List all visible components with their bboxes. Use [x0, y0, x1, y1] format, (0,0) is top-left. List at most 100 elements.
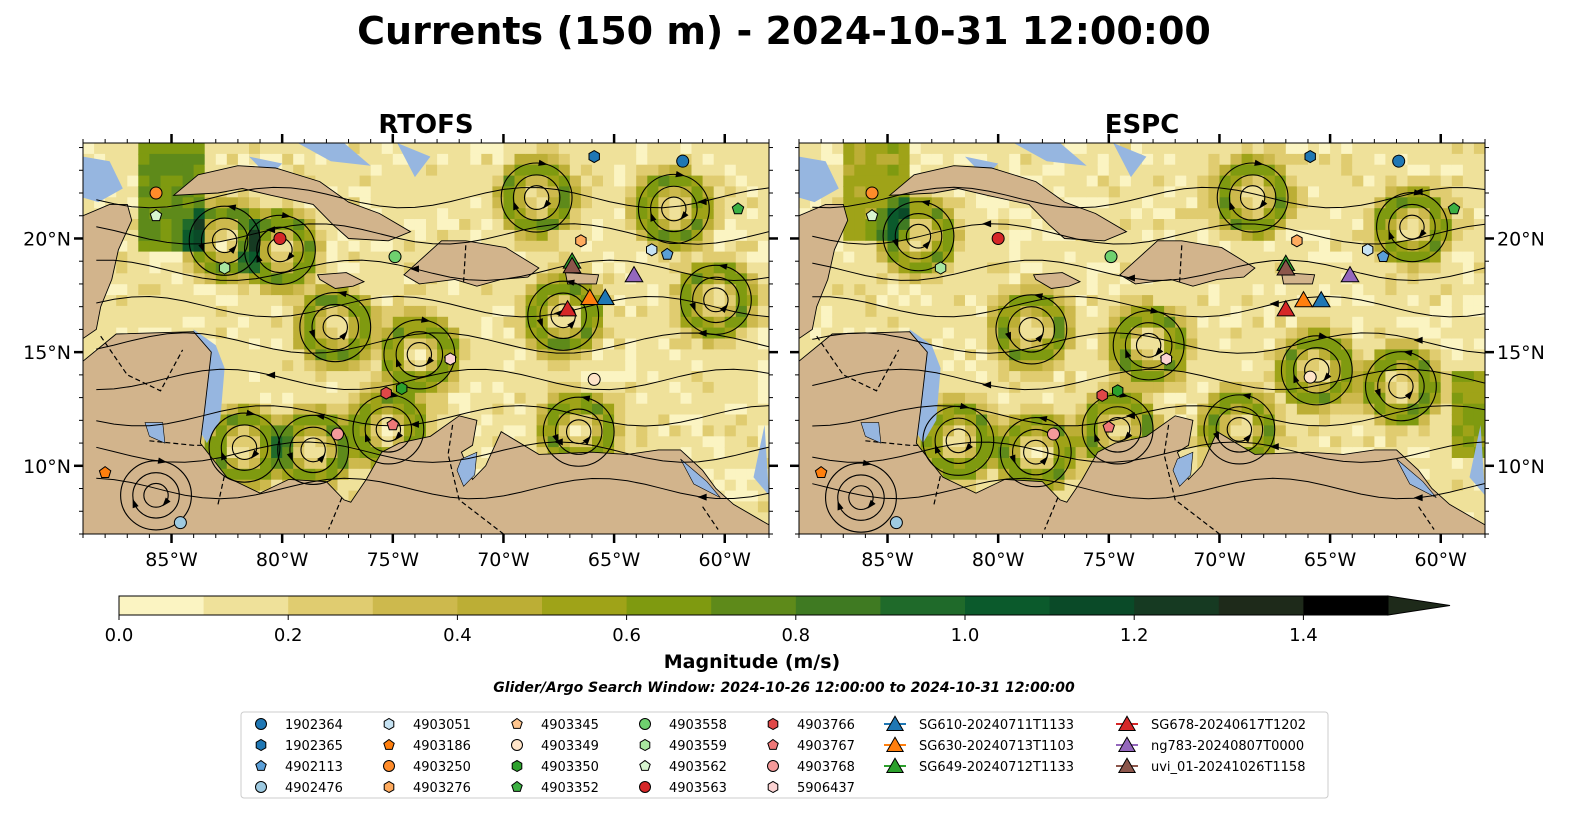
speed-cell — [1153, 219, 1165, 231]
speed-cell — [105, 316, 117, 329]
speed-cell — [525, 349, 538, 361]
speed-cell — [1440, 240, 1453, 253]
speed-cell — [669, 392, 682, 405]
speed-cell — [569, 251, 582, 264]
speed-cell — [1296, 360, 1309, 372]
y-tick-label: 20°N — [23, 228, 71, 250]
speed-cell — [1274, 371, 1287, 383]
speed-cell — [1418, 273, 1431, 285]
speed-cell — [702, 371, 715, 383]
speed-cell — [976, 208, 988, 220]
speed-cell — [1363, 403, 1375, 416]
speed-cell — [832, 240, 844, 253]
speed-cell — [182, 295, 195, 307]
speed-cell — [998, 414, 1010, 426]
speed-cell — [1451, 338, 1464, 350]
speed-cell — [1363, 371, 1375, 383]
speed-cell — [592, 219, 604, 231]
speed-cell — [392, 284, 405, 296]
speed-cell — [249, 229, 261, 242]
speed-cell — [1208, 381, 1221, 394]
speed-cell — [337, 316, 350, 329]
speed-cell — [757, 371, 769, 383]
speed-cell — [713, 284, 726, 296]
speed-cell — [459, 327, 471, 340]
speed-cell — [1451, 425, 1464, 437]
speed-cell — [1263, 381, 1276, 394]
platform-4903276 — [1291, 234, 1303, 248]
speed-cell — [459, 143, 471, 155]
platform-SG678-20240617T1202 — [558, 299, 578, 317]
speed-cell — [1341, 425, 1353, 437]
speed-cell — [691, 458, 704, 470]
speed-cell — [226, 316, 239, 329]
speed-cell — [116, 262, 128, 274]
speed-cell — [1385, 284, 1398, 296]
streamline-arrow — [1413, 188, 1423, 196]
speed-cell — [249, 381, 261, 394]
speed-cell — [1352, 273, 1364, 285]
speed-cell — [193, 229, 206, 242]
speed-cell — [887, 219, 900, 231]
streamline — [1124, 322, 1173, 369]
streamline — [383, 319, 456, 390]
speed-cell — [1142, 349, 1154, 361]
speed-cell — [702, 175, 715, 188]
speed-cell — [1462, 153, 1475, 166]
speed-cell — [282, 208, 294, 220]
speed-cell — [525, 208, 538, 220]
streamline-arrow — [1213, 431, 1219, 442]
speed-cell — [348, 327, 361, 340]
speed-cell — [536, 240, 549, 253]
speed-cell — [293, 316, 305, 329]
speed-cell — [536, 229, 549, 242]
speed-cell — [1130, 327, 1143, 340]
speed-cell — [614, 229, 626, 242]
streamline — [1388, 203, 1436, 251]
speed-cell — [1440, 305, 1453, 318]
speed-cell — [116, 186, 128, 198]
speed-cell — [1020, 414, 1032, 426]
speed-cell — [965, 458, 977, 470]
speed-cell — [724, 468, 737, 481]
speed-cell — [987, 240, 999, 253]
speed-cell — [1197, 143, 1209, 155]
speed-cell — [459, 208, 471, 220]
speed-cell — [976, 403, 988, 416]
speed-cell — [920, 447, 933, 459]
platform-4903562 — [149, 209, 163, 222]
speed-cell — [558, 403, 571, 416]
speed-cell — [558, 208, 571, 220]
speed-cell — [293, 381, 305, 394]
speed-cell — [713, 229, 726, 242]
speed-cell — [603, 327, 615, 340]
speed-cell — [226, 349, 239, 361]
speed-cell — [304, 371, 316, 383]
speed-cell — [1429, 403, 1442, 416]
speed-cell — [1009, 229, 1021, 242]
speed-cell — [702, 458, 715, 470]
speed-cell — [215, 229, 228, 242]
speed-cell — [757, 240, 769, 253]
speed-cell — [713, 208, 726, 220]
speed-cell — [403, 371, 416, 383]
speed-cell — [536, 392, 549, 405]
speed-cell — [127, 273, 139, 285]
speed-cell — [746, 458, 759, 470]
speed-cell — [625, 305, 637, 318]
speed-cell — [547, 305, 560, 318]
speed-cell — [1451, 295, 1464, 307]
speed-cell — [193, 284, 206, 296]
speed-cell — [182, 153, 195, 166]
speed-cell — [381, 208, 394, 220]
speed-cell — [1296, 153, 1309, 166]
speed-cell — [1296, 262, 1309, 274]
speed-cell — [965, 273, 977, 285]
speed-cell — [1385, 262, 1398, 274]
speed-cell — [1473, 371, 1485, 383]
speed-cell — [1086, 436, 1099, 448]
speed-cell — [525, 436, 538, 448]
speed-cell — [1352, 371, 1364, 383]
speed-cell — [1319, 392, 1331, 405]
speed-cell — [920, 208, 933, 220]
